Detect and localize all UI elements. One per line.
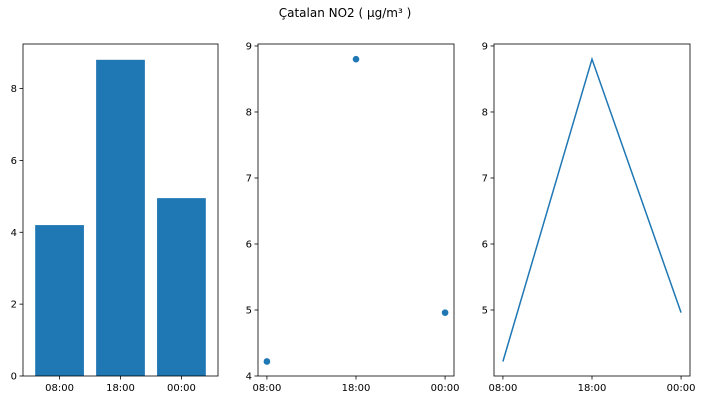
x-tick-label: 18:00	[342, 383, 371, 394]
x-tick-label: 00:00	[667, 383, 696, 394]
y-tick-label: 4	[11, 228, 17, 239]
y-tick-label: 6	[246, 239, 252, 250]
figure-title: Çatalan NO2 ( µg/m³ )	[279, 6, 412, 20]
x-tick-label: 18:00	[578, 383, 607, 394]
y-tick-label: 7	[246, 173, 252, 184]
y-tick-label: 5	[482, 305, 488, 316]
axes-frame	[257, 43, 455, 377]
y-tick-label: 5	[246, 305, 252, 316]
x-tick-label: 00:00	[431, 383, 460, 394]
y-tick-label: 6	[11, 156, 17, 167]
y-tick-label: 9	[246, 41, 252, 52]
y-tick-label: 8	[482, 107, 488, 118]
y-tick-label: 4	[246, 372, 252, 383]
bar-18:00	[96, 59, 145, 377]
y-tick-label: 9	[482, 41, 488, 52]
scatter-point-18:00	[352, 55, 360, 63]
x-tick-label: 08:00	[252, 383, 281, 394]
line-series	[502, 56, 682, 362]
y-tick-label: 2	[11, 300, 17, 311]
bar-08:00	[35, 225, 84, 376]
bar-chart-panel: 0 2 4 6 8 08:00 18:00 00:00	[11, 43, 219, 394]
x-tick-label: 18:00	[106, 383, 135, 394]
y-tick-label: 8	[11, 84, 17, 95]
y-tick-label: 0	[11, 372, 17, 383]
x-tick-label: 00:00	[167, 383, 196, 394]
x-tick-label: 08:00	[488, 383, 517, 394]
x-tick-label: 08:00	[45, 383, 74, 394]
bar-00:00	[157, 198, 206, 376]
y-tick-label: 7	[482, 173, 488, 184]
scatter-chart-panel: 4 5 6 7 8 9 08:00 18:00 00:00	[246, 41, 460, 394]
axes-frame	[493, 43, 691, 377]
line-chart-panel: 5 6 7 8 9 08:00 18:00 00:00	[482, 41, 696, 394]
y-tick-label: 8	[246, 107, 252, 118]
scatter-point-08:00	[263, 358, 271, 365]
y-tick-label: 6	[482, 239, 488, 250]
scatter-point-00:00	[441, 309, 449, 316]
